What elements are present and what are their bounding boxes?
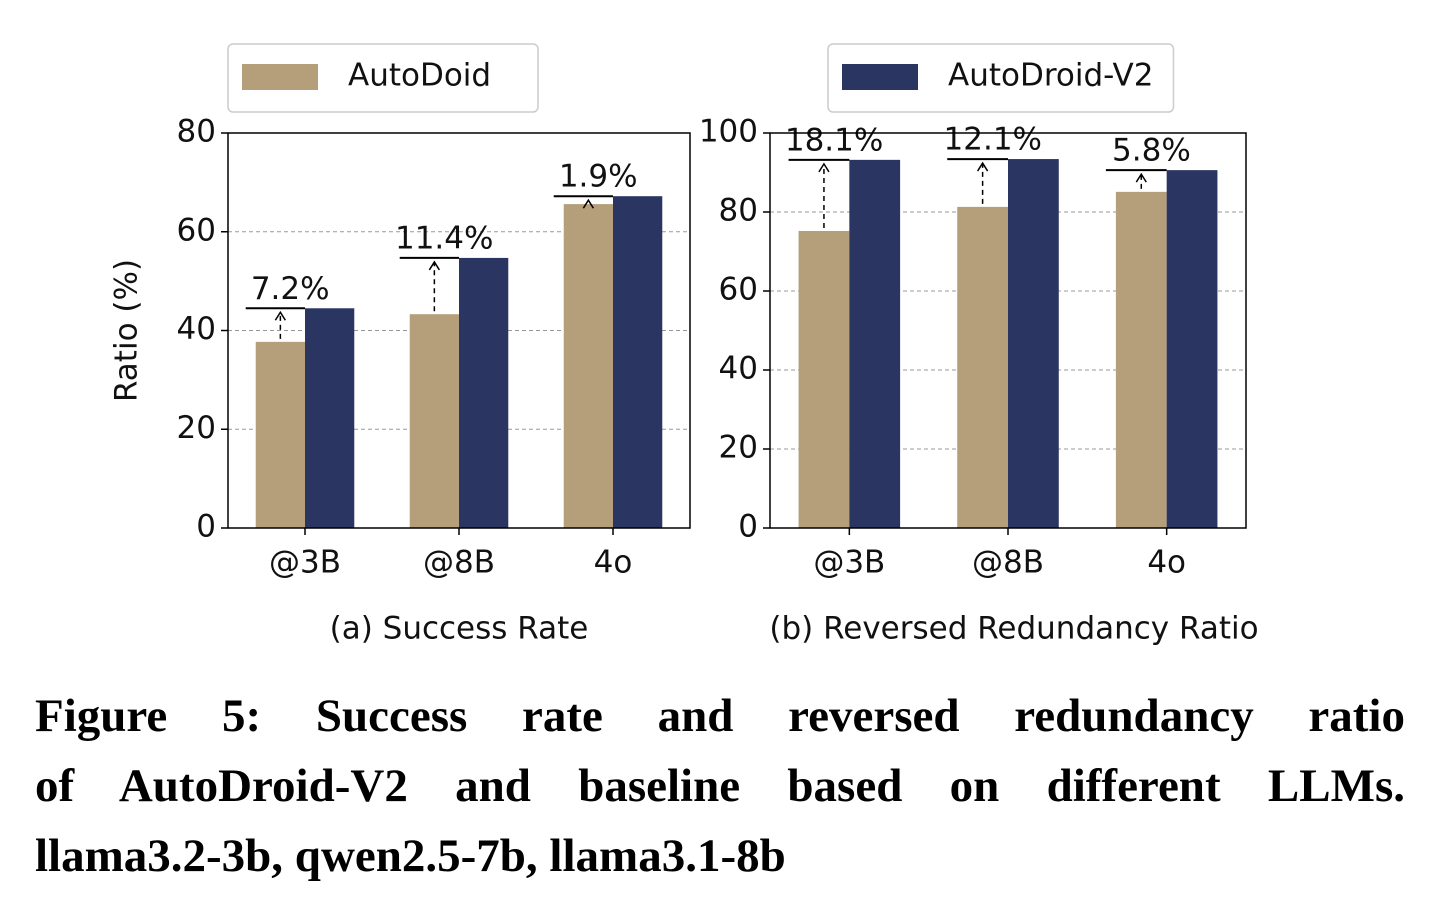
legend-swatch	[842, 64, 918, 90]
annotation: 7.2%	[251, 271, 330, 307]
legend-box	[827, 43, 1175, 113]
y-tick-label: 20	[177, 410, 216, 446]
arrow-head	[274, 310, 286, 321]
caption-line: llama3.2-3b, qwen2.5-7b, llama3.1-8b	[35, 830, 786, 882]
y-tick-label: 80	[177, 114, 216, 150]
arrow-head	[1135, 172, 1147, 183]
legend-box	[227, 43, 539, 113]
x-tick-label: @8B	[972, 545, 1044, 581]
bar	[1166, 170, 1218, 528]
axes-frame	[769, 132, 1247, 529]
bar	[409, 314, 459, 528]
y-tick-label: 0	[196, 509, 216, 545]
legend-label: AutoDoid	[348, 58, 491, 94]
arrow-head	[818, 162, 830, 173]
legend-label: AutoDroid-V2	[948, 58, 1153, 94]
bar	[305, 308, 355, 528]
annotation: 5.8%	[1112, 133, 1191, 169]
annotation: 18.1%	[785, 122, 883, 158]
bar	[849, 159, 901, 529]
x-axis-title: (a) Success Rate	[330, 611, 589, 647]
y-tick-label: 40	[719, 351, 758, 387]
annotation: 11.4%	[395, 220, 493, 256]
arrow-head	[428, 260, 440, 271]
y-tick-label: 40	[177, 311, 216, 347]
annotation: 1.9%	[559, 159, 638, 195]
x-tick-label: @3B	[813, 545, 885, 581]
bar	[798, 230, 850, 528]
arrow-head	[582, 198, 594, 209]
caption-line: of AutoDroid-V2 and baseline based on di…	[35, 760, 1405, 812]
x-tick-label: @8B	[423, 545, 495, 581]
axes-frame	[227, 132, 691, 529]
x-axis-title: (b) Reversed Redundancy Ratio	[769, 611, 1258, 647]
y-tick-label: 60	[719, 272, 758, 308]
y-tick-label: 100	[699, 114, 758, 150]
caption-line: Figure 5: Success rate and reversed redu…	[35, 690, 1405, 742]
bar	[957, 206, 1008, 529]
bar	[459, 257, 509, 528]
annotation: 12.1%	[944, 122, 1042, 158]
x-tick-label: 4o	[1147, 545, 1186, 581]
x-tick-label: @3B	[269, 545, 341, 581]
x-tick-label: 4o	[594, 545, 633, 581]
y-axis-title: Ratio (%)	[109, 259, 145, 402]
y-tick-label: 20	[719, 430, 758, 466]
arrow-head	[976, 161, 989, 172]
bar	[613, 196, 663, 528]
bar	[563, 204, 613, 528]
bar	[1008, 159, 1059, 528]
legend-swatch	[242, 64, 318, 90]
y-tick-label: 60	[177, 212, 216, 248]
figure: 0 20 40 60 80 @3B 7.2% @8B 11.4% 4o 1.9% (a) Succes…	[109, 43, 1259, 647]
bar	[1115, 191, 1167, 529]
bar	[255, 341, 305, 528]
y-tick-label: 80	[719, 193, 758, 229]
y-tick-label: 0	[738, 509, 758, 545]
